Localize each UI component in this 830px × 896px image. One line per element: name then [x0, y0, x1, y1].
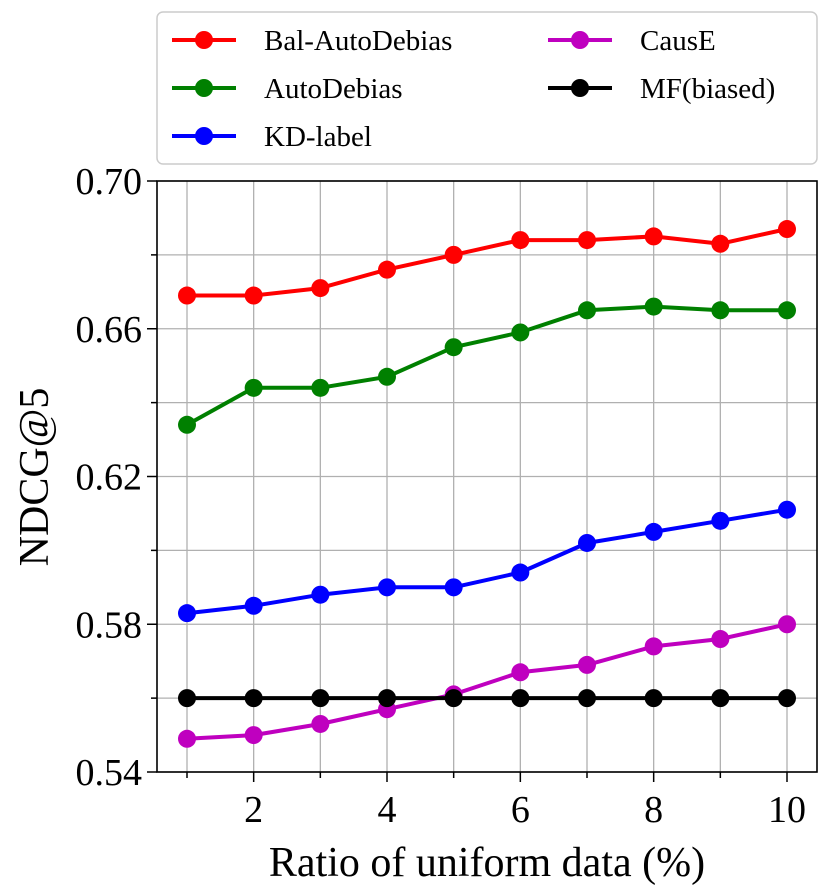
data-point-kd-label — [444, 578, 463, 597]
data-point-mf-biased — [244, 689, 263, 708]
data-point-autodebias — [778, 301, 796, 320]
y-tick-label: 0.58 — [76, 604, 143, 646]
legend-swatch-marker — [571, 79, 589, 97]
data-point-kd-label — [511, 563, 530, 582]
data-point-autodebias — [644, 297, 663, 316]
y-tick-label: 0.62 — [76, 457, 143, 499]
data-point-kd-label — [378, 578, 396, 597]
data-point-mf-biased — [444, 689, 463, 708]
legend-label: CausE — [640, 25, 716, 57]
series-kd-label — [178, 500, 796, 623]
data-point-cause — [778, 615, 796, 634]
legend-item-bal-autodebias: Bal-AutoDebias — [172, 25, 452, 57]
legend-label: AutoDebias — [264, 73, 403, 105]
data-point-cause — [711, 630, 730, 649]
series-bal-autodebias — [178, 220, 796, 305]
data-point-bal-autodebias — [778, 220, 796, 239]
data-point-cause — [244, 726, 263, 745]
series-line-bal-autodebias — [187, 227, 788, 298]
legend-swatch-marker — [571, 31, 589, 49]
data-point-kd-label — [311, 585, 330, 604]
legend: Bal-AutoDebias AutoDebias KD-label CausE MF(… — [156, 11, 818, 165]
data-point-kd-label — [778, 500, 796, 519]
data-point-mf-biased — [511, 689, 530, 708]
legend-item-autodebias: AutoDebias — [172, 73, 403, 105]
series-mf-biased — [178, 689, 796, 708]
legend-swatch-marker — [195, 31, 213, 49]
x-tick-label: 4 — [378, 789, 397, 831]
data-point-cause — [311, 714, 330, 733]
legend-label: MF(biased) — [640, 73, 775, 105]
data-point-bal-autodebias — [644, 227, 663, 246]
axis-ticks: 2 4 6 8 10 0.54 0.58 0.62 0.66 0.70 — [76, 161, 807, 831]
y-tick-label: 0.70 — [76, 161, 143, 203]
data-point-bal-autodebias — [444, 245, 463, 264]
y-axis-label: NDCG@5 — [12, 388, 58, 567]
data-point-kd-label — [578, 533, 596, 552]
data-point-bal-autodebias — [711, 234, 730, 253]
data-point-bal-autodebias — [178, 286, 196, 305]
series-lines — [178, 220, 796, 748]
data-point-cause — [578, 655, 596, 674]
legend-item-mf-biased: MF(biased) — [548, 73, 775, 105]
data-point-mf-biased — [711, 689, 730, 708]
legend-swatch-marker — [195, 127, 213, 145]
x-tick-label: 10 — [768, 789, 806, 831]
data-point-bal-autodebias — [378, 260, 396, 279]
data-point-autodebias — [178, 415, 196, 434]
y-tick-label: 0.66 — [76, 309, 143, 351]
data-point-bal-autodebias — [578, 231, 596, 250]
data-point-bal-autodebias — [311, 279, 330, 298]
series-line-autodebias — [186, 304, 787, 427]
x-tick-label: 6 — [511, 789, 530, 831]
data-point-mf-biased — [378, 689, 396, 708]
data-point-autodebias — [244, 378, 263, 397]
data-point-mf-biased — [778, 689, 796, 708]
data-point-kd-label — [711, 511, 730, 530]
data-point-bal-autodebias — [511, 231, 530, 250]
data-point-cause — [511, 663, 530, 682]
legend-label: KD-label — [264, 121, 372, 153]
data-point-autodebias — [578, 301, 596, 320]
data-point-kd-label — [244, 596, 263, 615]
data-point-mf-biased — [578, 689, 596, 708]
legend-item-cause: CausE — [548, 25, 716, 57]
data-point-mf-biased — [178, 689, 196, 708]
data-point-autodebias — [378, 367, 396, 386]
series-autodebias — [178, 297, 796, 434]
x-tick-label: 8 — [644, 789, 663, 831]
data-point-cause — [178, 729, 196, 748]
data-point-kd-label — [178, 604, 196, 623]
data-point-mf-biased — [644, 689, 663, 708]
x-axis-label: Ratio of uniform data (%) — [269, 840, 705, 886]
series-line-kd-label — [186, 507, 788, 616]
data-point-autodebias — [511, 323, 530, 342]
legend-swatch-marker — [195, 79, 213, 97]
series-line-cause — [186, 622, 788, 741]
data-point-autodebias — [311, 378, 330, 397]
data-point-mf-biased — [311, 689, 330, 708]
legend-frame — [156, 11, 818, 165]
y-tick-label: 0.54 — [76, 752, 143, 794]
data-point-autodebias — [711, 301, 730, 320]
data-point-kd-label — [644, 522, 663, 541]
x-tick-label: 2 — [244, 789, 263, 831]
data-point-cause — [644, 637, 663, 656]
legend-item-kd-label: KD-label — [172, 121, 372, 153]
legend-label: Bal-AutoDebias — [264, 25, 452, 57]
data-point-autodebias — [444, 338, 463, 357]
data-point-bal-autodebias — [244, 286, 263, 305]
